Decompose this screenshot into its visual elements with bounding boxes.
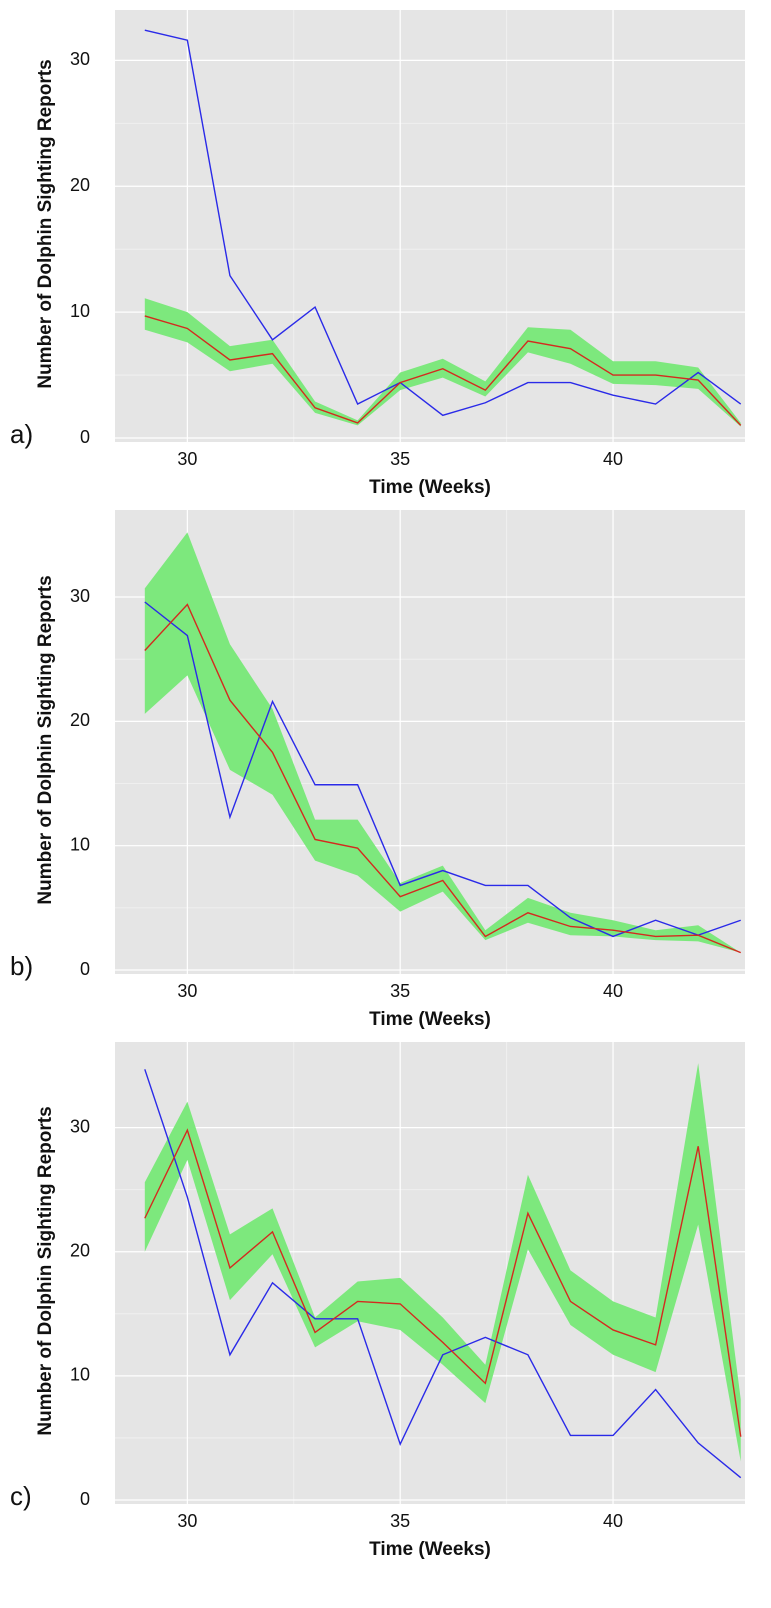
x-tick-label: 40 bbox=[603, 449, 623, 469]
series-line bbox=[144, 601, 741, 938]
panel-label: c) bbox=[10, 1481, 32, 1511]
x-tick-label: 40 bbox=[603, 1511, 623, 1531]
series-line bbox=[144, 603, 742, 954]
y-tick-label: 30 bbox=[70, 1116, 90, 1136]
x-tick-label: 35 bbox=[390, 981, 410, 1001]
y-tick-label: 30 bbox=[70, 49, 90, 69]
y-tick-label: 30 bbox=[70, 586, 90, 606]
series-line bbox=[144, 1128, 742, 1437]
series-line bbox=[144, 315, 742, 426]
x-axis-label: Time (Weeks) bbox=[369, 477, 491, 498]
y-tick-label: 10 bbox=[70, 301, 90, 321]
x-axis-label: Time (Weeks) bbox=[369, 1539, 491, 1560]
x-tick-label: 35 bbox=[390, 449, 410, 469]
panel-label: a) bbox=[10, 419, 33, 449]
plot-background bbox=[115, 1042, 745, 1504]
y-axis-label: Number of Dolphin Sighting Reports bbox=[35, 1106, 56, 1435]
x-tick-label: 30 bbox=[177, 981, 197, 1001]
series-line bbox=[144, 1069, 742, 1479]
y-axis-label: Number of Dolphin Sighting Reports bbox=[35, 575, 56, 904]
y-axis-label: Number of Dolphin Sighting Reports bbox=[35, 59, 56, 388]
y-tick-label: 10 bbox=[70, 1365, 90, 1385]
y-tick-label: 10 bbox=[70, 834, 90, 854]
plot-background bbox=[115, 510, 745, 974]
series-line bbox=[144, 29, 742, 417]
y-tick-label: 0 bbox=[80, 959, 90, 979]
y-tick-label: 20 bbox=[70, 710, 90, 730]
x-tick-label: 30 bbox=[177, 1511, 197, 1531]
panel-label: b) bbox=[10, 951, 33, 981]
confidence-band bbox=[144, 1063, 741, 1462]
y-tick-label: 0 bbox=[80, 427, 90, 447]
y-tick-label: 0 bbox=[80, 1489, 90, 1509]
y-tick-label: 20 bbox=[70, 175, 90, 195]
confidence-band bbox=[144, 298, 741, 427]
x-tick-label: 40 bbox=[603, 981, 623, 1001]
x-tick-label: 35 bbox=[390, 1511, 410, 1531]
x-axis-label: Time (Weeks) bbox=[369, 1009, 491, 1030]
x-tick-label: 30 bbox=[177, 449, 197, 469]
y-tick-label: 20 bbox=[70, 1241, 90, 1261]
